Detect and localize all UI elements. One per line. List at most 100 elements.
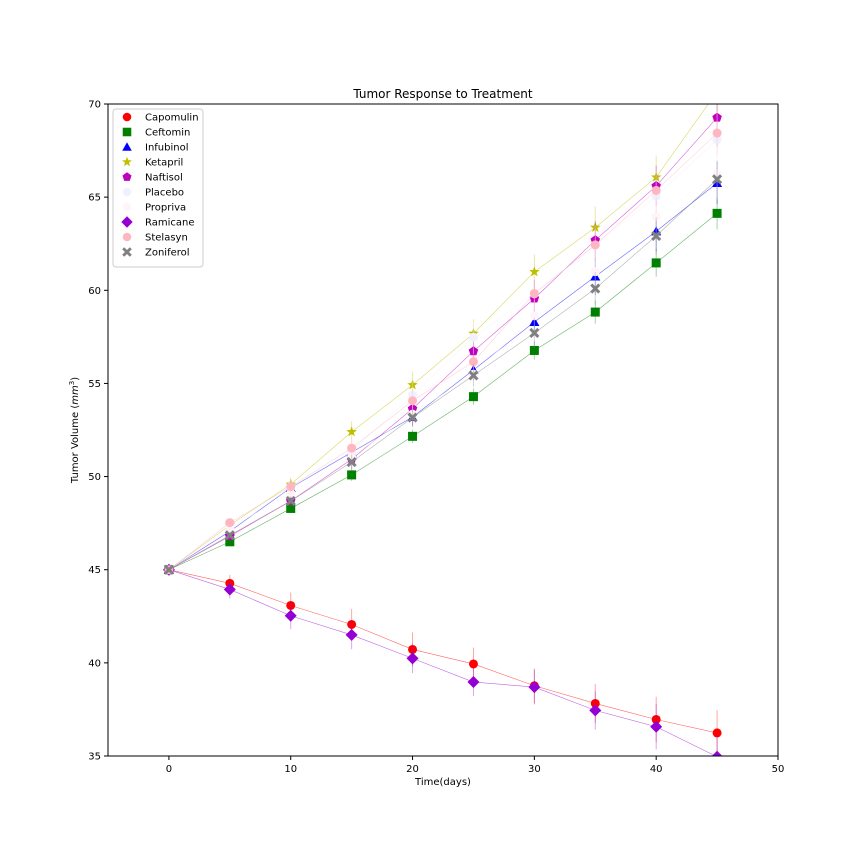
series-line <box>168 569 718 734</box>
legend-marker <box>122 202 132 212</box>
data-point <box>590 283 601 294</box>
y-axis-label-close: ) <box>70 377 81 381</box>
data-point <box>407 379 418 390</box>
y-tick-label: 65 <box>88 193 101 204</box>
series-line <box>168 213 718 570</box>
data-point <box>589 704 602 717</box>
x-tick-label: 10 <box>284 764 297 775</box>
data-point <box>408 396 418 406</box>
legend-marker <box>122 247 132 257</box>
series-line <box>168 117 718 570</box>
data-point <box>650 171 662 182</box>
series-layer <box>162 104 723 756</box>
data-point <box>651 258 661 268</box>
data-point <box>590 240 600 250</box>
legend-marker <box>122 142 132 151</box>
data-point <box>286 482 296 492</box>
data-point <box>712 135 722 145</box>
data-point <box>225 518 235 528</box>
legend-item: Ramicane <box>121 216 195 229</box>
data-point <box>345 628 358 641</box>
y-axis-label-main: Tumor Volume ( <box>70 405 81 484</box>
legend-marker <box>122 172 132 181</box>
data-point <box>590 267 600 277</box>
data-point <box>590 698 600 708</box>
y-tick-label: 50 <box>88 472 101 483</box>
legend-label: Ramicane <box>145 218 195 229</box>
data-point <box>468 332 478 342</box>
data-point <box>529 345 539 355</box>
data-point <box>468 659 478 669</box>
data-point <box>163 564 174 575</box>
data-point <box>347 470 357 480</box>
y-tick-label: 55 <box>88 379 101 390</box>
legend-label: Naftisol <box>145 173 183 184</box>
data-point <box>346 456 357 468</box>
data-point <box>285 495 296 507</box>
data-point <box>650 720 663 733</box>
data-point <box>346 426 357 437</box>
data-point <box>407 412 418 423</box>
data-point <box>528 681 541 694</box>
data-point <box>468 346 479 356</box>
data-point <box>590 222 601 232</box>
x-tick-label: 20 <box>406 764 419 775</box>
legend-item: Capomulin <box>122 112 199 124</box>
y-axis: 35 40 45 50 55 60 65 70 <box>88 100 108 763</box>
y-axis-label-unit: mm <box>70 385 81 405</box>
data-point <box>225 537 235 547</box>
series-line <box>168 569 717 756</box>
y-tick-label: 35 <box>88 752 101 763</box>
legend-marker <box>122 232 132 242</box>
data-point <box>223 583 236 596</box>
series-stelasyn <box>164 110 722 575</box>
data-point <box>408 431 418 441</box>
y-axis-label: Tumor Volume (mm3) <box>68 377 81 484</box>
data-point <box>529 327 540 339</box>
data-point <box>468 370 479 381</box>
legend-item: Propriva <box>122 202 186 214</box>
series-ceftomin <box>164 197 722 575</box>
data-point <box>712 112 722 122</box>
data-point <box>468 357 478 367</box>
legend-label: Ceftomin <box>145 128 190 139</box>
y-tick-label: 40 <box>88 658 101 669</box>
legend-item: Ketapril <box>122 156 183 169</box>
data-point <box>286 488 296 498</box>
legend-marker <box>121 216 133 228</box>
x-tick-label: 50 <box>772 764 785 775</box>
x-tick-label: 40 <box>650 764 663 775</box>
legend-item: Infubinol <box>122 142 189 154</box>
data-point <box>590 307 600 317</box>
legend-item: Placebo <box>122 187 184 199</box>
data-point <box>651 212 661 222</box>
legend-marker <box>122 112 132 122</box>
legend-item: Stelasyn <box>122 232 188 244</box>
series-line <box>168 182 718 570</box>
legend-marker <box>122 187 132 197</box>
series-zoniferol <box>163 160 723 575</box>
legend-item: Ceftomin <box>122 127 190 139</box>
data-point <box>712 128 722 138</box>
data-point <box>529 316 540 326</box>
plot-frame <box>107 103 779 757</box>
legend: Capomulin Ceftomin Infubinol Ketapril Naftis… <box>112 108 204 268</box>
data-point <box>712 728 722 738</box>
data-point <box>225 578 235 588</box>
legend-marker <box>122 127 132 137</box>
legend-item: Zoniferol <box>122 247 190 259</box>
legend-label: Stelasyn <box>145 233 188 244</box>
data-point <box>651 185 661 195</box>
data-point <box>529 266 540 277</box>
series-line <box>168 179 718 570</box>
x-axis-label: Time(days) <box>414 777 471 788</box>
data-point <box>347 619 357 629</box>
legend-marker <box>122 156 132 167</box>
data-point <box>468 392 478 402</box>
legend-label: Zoniferol <box>145 248 190 259</box>
data-point <box>406 652 419 665</box>
data-point <box>224 530 235 541</box>
data-point <box>651 714 661 724</box>
data-point <box>711 750 723 756</box>
